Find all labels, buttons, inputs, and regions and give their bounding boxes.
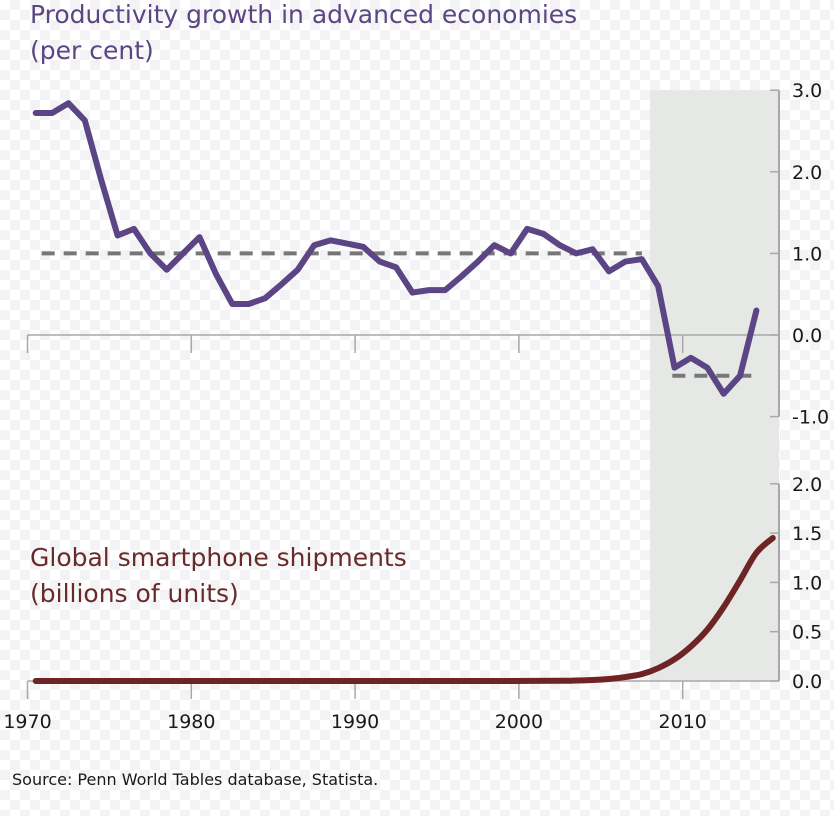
x-tick-label: 1990 xyxy=(331,711,379,733)
shaded-region xyxy=(649,90,779,681)
smartphone-y-tick-label: 2.0 xyxy=(792,474,822,496)
tick-labels-layer: 3.0 2.0 1.0 0.0 -1.0 2.0 1.5 1.0 0.5 0.0 1970 1980 1… xyxy=(3,80,829,733)
productivity-subtitle-text: (per cent) xyxy=(30,36,154,65)
productivity-line xyxy=(32,100,760,397)
productivity-y-tick-label: 2.0 xyxy=(792,162,822,184)
x-tick-label: 2000 xyxy=(495,711,543,733)
smartphone-y-tick-label: 1.5 xyxy=(792,523,822,545)
smartphone-subtitle-text: (billions of units) xyxy=(30,579,239,608)
source-note: Source: Penn World Tables database, Stat… xyxy=(12,770,379,789)
productivity-y-tick-label: -1.0 xyxy=(792,407,829,429)
smartphone-y-tick-label: 1.0 xyxy=(792,572,822,594)
x-tick-label: 2010 xyxy=(659,711,707,733)
smartphone-y-tick-label: 0.0 xyxy=(792,671,822,693)
series-layer xyxy=(32,100,776,685)
shaded-region-layer xyxy=(649,90,779,681)
productivity-chart-title: Productivity growth in advanced economie… xyxy=(30,0,577,69)
smartphone-y-tick-label: 0.5 xyxy=(792,622,822,644)
x-tick-label: 1970 xyxy=(3,711,51,733)
productivity-y-tick-label: 1.0 xyxy=(792,243,822,265)
smartphone-chart-title: Global smartphone shipments (billions of… xyxy=(30,540,407,612)
smartphone-title-text: Global smartphone shipments xyxy=(30,543,407,572)
productivity-title-text: Productivity growth in advanced economie… xyxy=(30,0,578,29)
productivity-y-tick-label: 0.0 xyxy=(792,325,822,347)
x-tick-label: 1980 xyxy=(167,711,215,733)
productivity-y-tick-label: 3.0 xyxy=(792,80,822,102)
